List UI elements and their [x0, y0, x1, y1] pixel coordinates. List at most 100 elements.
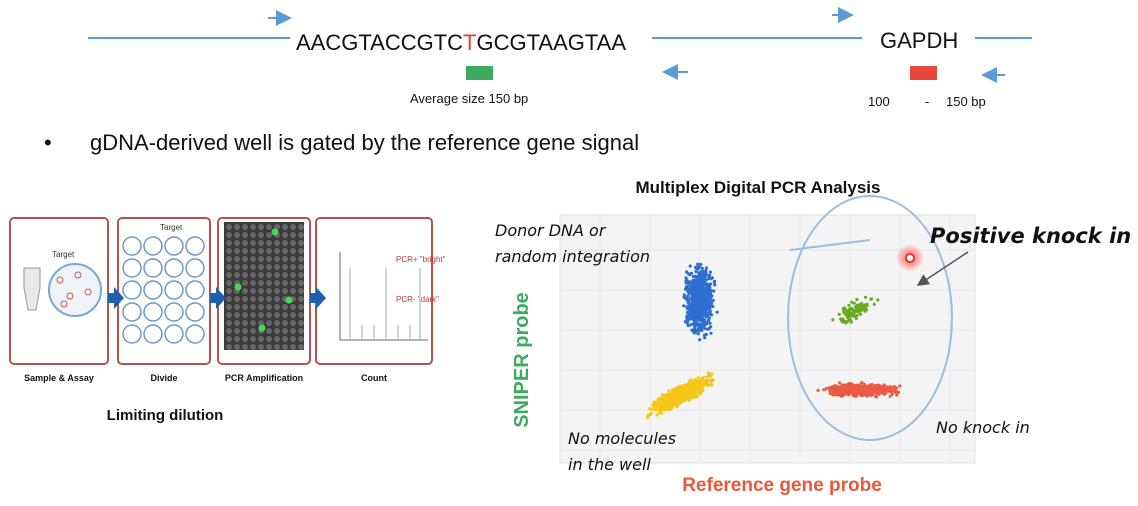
droplet	[668, 396, 672, 401]
droplet	[852, 301, 856, 305]
droplet	[696, 329, 700, 333]
droplet	[658, 399, 662, 403]
droplet	[888, 394, 892, 398]
droplet	[687, 387, 691, 391]
partition	[226, 328, 232, 334]
partition	[242, 272, 248, 278]
bullet-dot: •	[44, 130, 52, 155]
droplet	[849, 386, 853, 391]
target-molecule	[84, 288, 92, 296]
partition	[274, 256, 280, 262]
droplet	[865, 394, 869, 398]
droplet	[895, 393, 899, 397]
partition	[242, 256, 248, 262]
droplet	[706, 371, 711, 375]
step-label: PCR Amplification	[225, 373, 303, 383]
droplet	[868, 393, 872, 397]
droplet	[696, 326, 701, 330]
droplet	[890, 392, 894, 396]
flow-arrow	[210, 287, 226, 309]
droplet	[708, 273, 712, 277]
droplet	[893, 390, 897, 394]
droplet	[709, 382, 713, 386]
partition	[274, 224, 280, 230]
droplet	[676, 388, 680, 392]
partition	[234, 264, 240, 270]
droplet	[707, 285, 712, 289]
droplet	[674, 390, 678, 395]
partition	[266, 224, 272, 230]
partition	[290, 288, 296, 294]
partition	[274, 296, 280, 302]
well	[164, 324, 184, 344]
annotation: No molecules	[568, 429, 676, 448]
partition	[274, 312, 280, 318]
partition	[290, 232, 296, 238]
droplet	[693, 298, 697, 302]
partition	[282, 280, 288, 286]
partition	[282, 320, 288, 326]
amplicon-marker	[466, 66, 493, 80]
partition	[258, 232, 264, 238]
workflow: Target Target PCR+ "bright" PCR- "dark" …	[9, 217, 446, 424]
droplet	[847, 307, 852, 311]
droplet	[701, 313, 705, 317]
well	[143, 236, 163, 256]
partition	[242, 312, 248, 318]
droplet	[681, 395, 686, 399]
target-molecule	[60, 300, 68, 308]
droplet	[661, 393, 665, 397]
bullet-text: gDNA-derived well is gated by the refere…	[90, 130, 639, 155]
well	[143, 324, 163, 344]
droplet	[854, 316, 858, 321]
well	[122, 280, 142, 300]
droplet	[840, 387, 844, 391]
droplet	[685, 320, 690, 324]
droplet	[848, 317, 852, 321]
partition	[258, 280, 264, 286]
droplet	[694, 291, 698, 295]
partition	[226, 312, 232, 318]
partition	[282, 232, 288, 238]
partition	[234, 304, 240, 310]
partition	[266, 264, 272, 270]
range-label: 100	[868, 94, 890, 109]
droplet	[847, 303, 851, 307]
droplet	[816, 388, 820, 392]
partition	[226, 288, 232, 294]
partition	[266, 320, 272, 326]
partition	[226, 344, 232, 350]
droplet	[709, 289, 714, 293]
droplet	[695, 266, 699, 270]
partition	[298, 312, 304, 318]
partition	[274, 288, 280, 294]
droplet	[828, 389, 832, 393]
droplet	[696, 279, 700, 283]
droplet	[698, 392, 702, 396]
droplet	[704, 270, 708, 274]
partition	[274, 264, 280, 270]
droplet	[704, 332, 708, 336]
droplet	[842, 306, 847, 310]
droplet	[831, 318, 835, 322]
partition	[258, 296, 264, 302]
droplet	[850, 314, 854, 318]
partition	[298, 240, 304, 246]
droplet	[700, 266, 704, 270]
droplet	[828, 391, 832, 396]
amplicon-label: Average size 150 bp	[410, 91, 528, 106]
partition	[266, 304, 272, 310]
droplet	[872, 302, 876, 306]
droplet	[709, 300, 713, 304]
droplet	[700, 273, 704, 277]
partition	[250, 256, 256, 262]
partition	[258, 240, 264, 246]
partition	[226, 336, 232, 342]
flow-arrow	[108, 287, 124, 309]
well	[164, 302, 184, 322]
droplet	[663, 401, 668, 406]
droplet	[696, 376, 700, 380]
partition	[258, 304, 264, 310]
grid	[560, 215, 975, 463]
droplets	[645, 262, 902, 419]
